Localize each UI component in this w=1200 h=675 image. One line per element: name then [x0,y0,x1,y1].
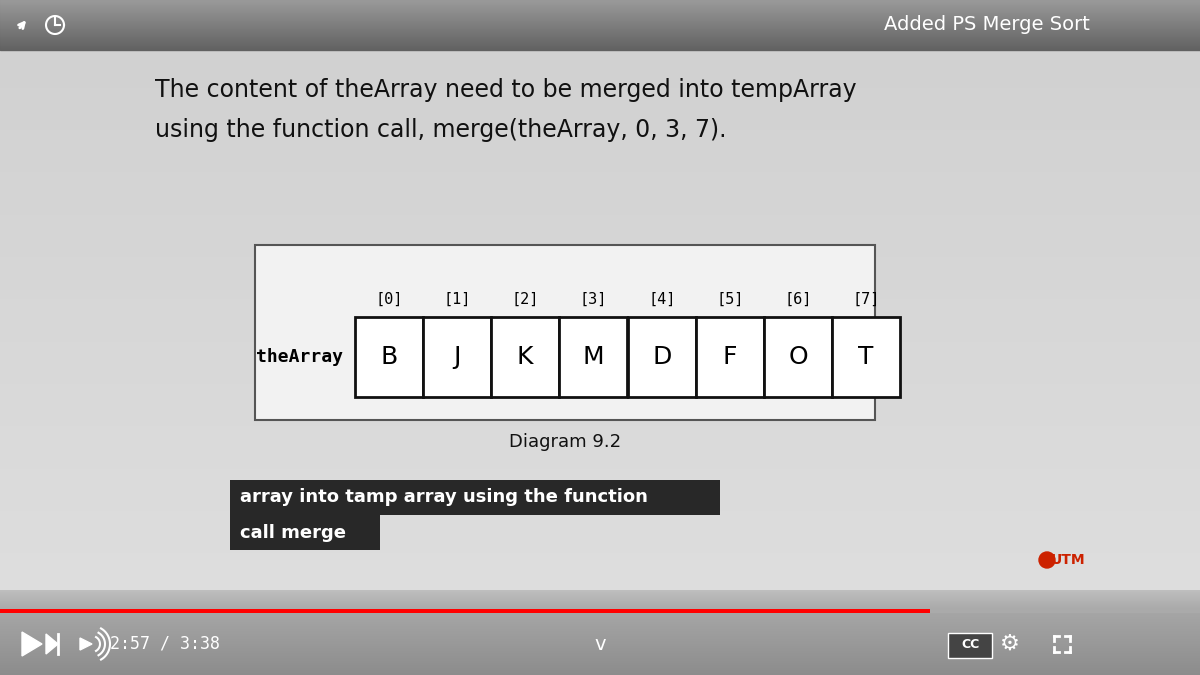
Text: [4]: [4] [648,292,676,306]
Bar [0,44,1200,45]
Bar [0,9,1200,10]
Bar [230,480,720,515]
Text: 2:57 / 3:38: 2:57 / 3:38 [110,635,220,653]
Text: D: D [653,345,672,369]
Text: Diagram 9.2: Diagram 9.2 [509,433,622,451]
Bar [424,317,491,397]
Bar [696,317,764,397]
Polygon shape [22,632,42,656]
Bar [0,1,1200,2]
Bar [0,34,1200,35]
Bar [0,13,1200,14]
Polygon shape [46,634,58,654]
Bar [0,41,1200,42]
Bar [0,11,1200,12]
Bar [230,515,380,550]
Bar [0,22,1200,23]
Bar [0,6,1200,7]
Bar [0,46,1200,47]
Bar [0,49,1200,50]
Bar [491,317,559,397]
Text: F: F [722,345,737,369]
Text: [2]: [2] [511,292,539,306]
Bar [0,23,1200,24]
Text: T: T [858,345,874,369]
Bar [0,26,1200,27]
Bar [0,20,1200,21]
Bar [0,16,1200,17]
Text: UTM: UTM [1051,553,1086,567]
Bar [0,28,1200,29]
Text: B: B [380,345,397,369]
Bar [0,21,1200,22]
Text: theArray: theArray [256,348,343,366]
Bar [0,5,1200,6]
Bar [628,317,696,397]
Bar [0,37,1200,38]
Bar [0,17,1200,18]
Bar [256,245,875,420]
Bar [0,10,1200,11]
Text: M: M [582,345,604,369]
Bar [0,31,1200,32]
Bar [0,48,1200,49]
Bar [0,3,1200,4]
Bar [948,633,992,658]
Bar [0,25,1200,26]
Bar [832,317,900,397]
Bar [0,32,1200,33]
Text: J: J [454,345,461,369]
Text: The content of theArray need to be merged into tempArray: The content of theArray need to be merge… [155,78,857,102]
Circle shape [1039,552,1055,568]
Bar [355,317,424,397]
Bar [0,14,1200,15]
Bar [764,317,832,397]
Bar [0,36,1200,37]
Bar [0,18,1200,19]
Bar [559,317,628,397]
Text: [1]: [1] [443,292,470,306]
Bar [0,19,1200,20]
Text: [0]: [0] [376,292,403,306]
Bar [0,30,1200,31]
Text: O: O [788,345,808,369]
Text: K: K [517,345,533,369]
Text: [3]: [3] [580,292,607,306]
Bar [0,29,1200,30]
Bar [0,33,1200,34]
Text: array into tamp array using the function: array into tamp array using the function [240,489,648,506]
Bar [0,15,1200,16]
Bar [0,4,1200,5]
Bar [0,42,1200,43]
Polygon shape [80,638,92,650]
Bar [0,2,1200,3]
Text: [7]: [7] [852,292,880,306]
Bar [0,35,1200,36]
Text: ⚙: ⚙ [1000,634,1020,654]
Text: [5]: [5] [716,292,744,306]
Bar [0,24,1200,25]
Bar [0,7,1200,8]
Text: v: v [594,634,606,653]
Text: CC: CC [961,639,979,651]
Text: Added PS Merge Sort: Added PS Merge Sort [884,16,1090,34]
Bar [0,39,1200,40]
Bar [0,40,1200,41]
Bar [0,8,1200,9]
Text: call merge: call merge [240,524,346,541]
Bar [0,0,1200,1]
Bar [0,47,1200,48]
Bar [0,12,1200,13]
Bar [0,609,930,613]
Bar [0,27,1200,28]
Text: [6]: [6] [785,292,811,306]
Bar [0,609,1200,613]
Bar [0,38,1200,39]
Text: using the function call, merge(theArray, 0, 3, 7).: using the function call, merge(theArray,… [155,118,726,142]
Bar [0,45,1200,46]
Bar [0,43,1200,44]
